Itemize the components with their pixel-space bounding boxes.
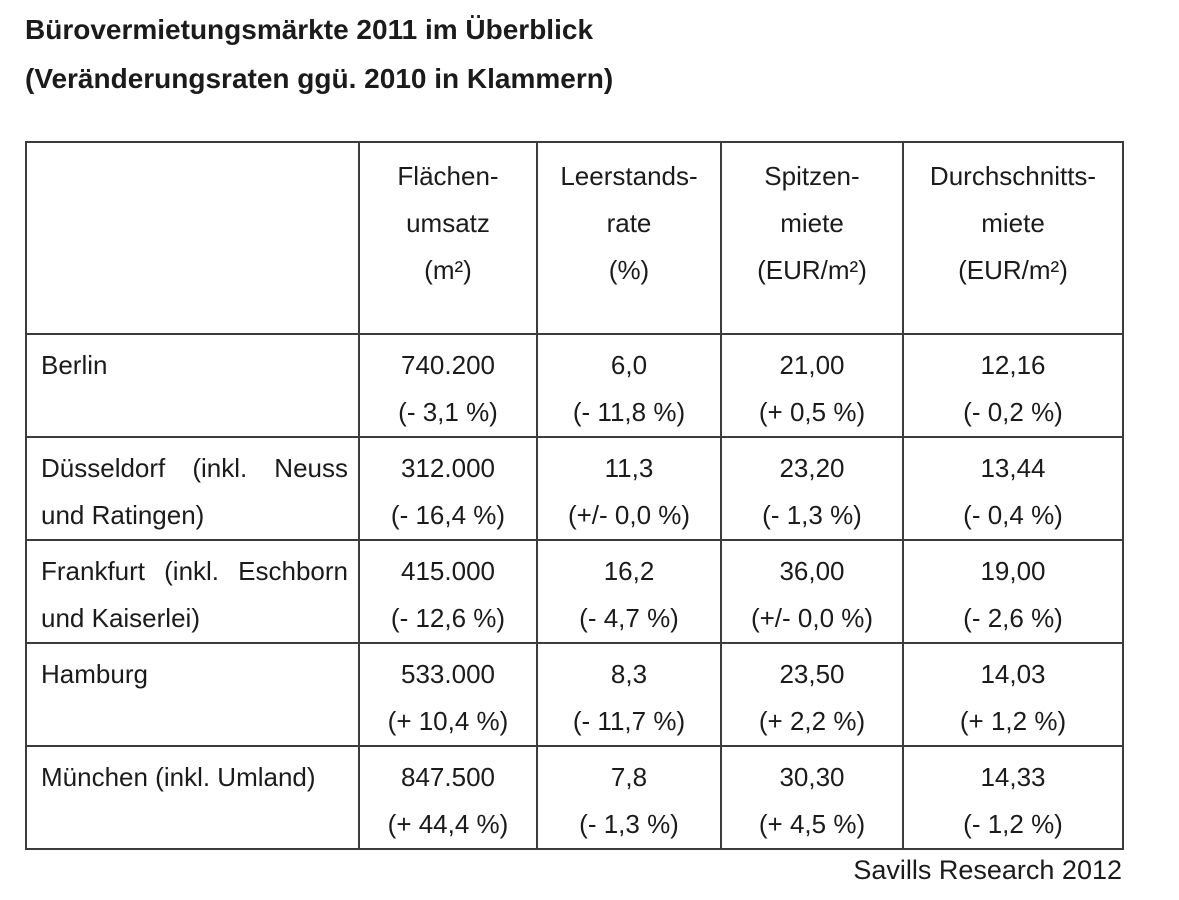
table-row-duesseldorf: Düsseldorf (inkl. Neuss und Ratingen) 31…	[25, 436, 1124, 541]
table-row-frankfurt: Frankfurt (inkl. Eschborn und Kaiserlei)…	[25, 539, 1124, 644]
cell-change: (- 2,6 %)	[963, 603, 1063, 633]
data-cell-leerstandsrate: 7,8 (- 1,3 %)	[536, 745, 722, 850]
cell-value: 8,3	[610, 659, 648, 689]
data-cell-flaechenumsatz: 533.000 (+ 10,4 %)	[358, 642, 538, 747]
header-spitzenmiete: Spitzen- miete (EUR/m²)	[720, 141, 904, 335]
data-cell-leerstandsrate: 8,3 (- 11,7 %)	[536, 642, 722, 747]
cell-value: 23,50	[779, 659, 845, 689]
data-cell-spitzenmiete: 23,50 (+ 2,2 %)	[720, 642, 904, 747]
data-cell-flaechenumsatz: 415.000 (- 12,6 %)	[358, 539, 538, 644]
header-line: rate	[606, 208, 652, 238]
table-body: Berlin 740.200 (- 3,1 %) 6,0 (- 11,8 %) …	[25, 333, 1124, 850]
cell-value: 21,00	[779, 350, 845, 380]
data-cell-durchschnittsmiete: 13,44 (- 0,4 %)	[902, 436, 1124, 541]
cell-value: 14,03	[980, 659, 1046, 689]
data-cell-durchschnittsmiete: 12,16 (- 0,2 %)	[902, 333, 1124, 438]
header-line: miete	[780, 208, 844, 238]
header-durchschnittsmiete: Durchschnitts- miete (EUR/m²)	[902, 141, 1124, 335]
data-cell-flaechenumsatz: 312.000 (- 16,4 %)	[358, 436, 538, 541]
table-row-hamburg: Hamburg 533.000 (+ 10,4 %) 8,3 (- 11,7 %…	[25, 642, 1124, 747]
cell-change: (- 1,2 %)	[963, 809, 1063, 839]
header-line: Spitzen-	[764, 161, 860, 191]
cell-change: (- 1,3 %)	[579, 809, 679, 839]
data-cell-leerstandsrate: 11,3 (+/- 0,0 %)	[536, 436, 722, 541]
city-cell: Frankfurt (inkl. Eschborn und Kaiserlei)	[25, 539, 360, 644]
cell-value: 19,00	[980, 556, 1046, 586]
data-cell-spitzenmiete: 21,00 (+ 0,5 %)	[720, 333, 904, 438]
cell-change: (- 11,8 %)	[572, 397, 686, 427]
cell-value: 13,44	[980, 453, 1046, 483]
data-cell-flaechenumsatz: 740.200 (- 3,1 %)	[358, 333, 538, 438]
cell-change: (+ 10,4 %)	[387, 706, 509, 736]
cell-value: 415.000	[401, 556, 495, 586]
cell-value: 533.000	[401, 659, 495, 689]
city-cell: Hamburg	[25, 642, 360, 747]
data-cell-leerstandsrate: 6,0 (- 11,8 %)	[536, 333, 722, 438]
table-header: Flächen- umsatz (m²) Leerstands- rate (%…	[25, 141, 1124, 335]
cell-change: (+ 0,5 %)	[758, 397, 866, 427]
data-cell-leerstandsrate: 16,2 (- 4,7 %)	[536, 539, 722, 644]
city-cell: München (inkl. Umland)	[25, 745, 360, 850]
cell-value: 14,33	[980, 762, 1046, 792]
header-unit: (EUR/m²)	[757, 255, 867, 285]
cell-value: 312.000	[401, 453, 495, 483]
data-cell-spitzenmiete: 23,20 (- 1,3 %)	[720, 436, 904, 541]
cell-value: 6,0	[610, 350, 648, 380]
header-flaechenumsatz: Flächen- umsatz (m²)	[358, 141, 538, 335]
cell-value: 11,3	[604, 453, 654, 483]
page-title: Bürovermietungsmärkte 2011 im Überblick	[25, 14, 594, 45]
cell-change: (- 3,1 %)	[398, 397, 498, 427]
table-row-muenchen: München (inkl. Umland) 847.500 (+ 44,4 %…	[25, 745, 1124, 850]
city-cell: Düsseldorf (inkl. Neuss und Ratingen)	[25, 436, 360, 541]
cell-change: (+/- 0,0 %)	[750, 603, 874, 633]
cell-change: (- 12,6 %)	[390, 603, 506, 633]
data-cell-spitzenmiete: 30,30 (+ 4,5 %)	[720, 745, 904, 850]
cell-change: (- 16,4 %)	[390, 500, 506, 530]
page-subtitle: (Veränderungsraten ggü. 2010 in Klammern…	[25, 63, 614, 94]
cell-change: (- 11,7 %)	[572, 706, 686, 736]
cell-change: (+ 44,4 %)	[387, 809, 509, 839]
cell-change: (- 0,4 %)	[963, 500, 1063, 530]
header-line: Flächen-	[397, 161, 499, 191]
cell-value: 36,00	[779, 556, 845, 586]
cell-value: 12,16	[980, 350, 1046, 380]
cell-value: 7,8	[610, 762, 648, 792]
cell-change: (+/- 0,0 %)	[567, 500, 691, 530]
header-leerstandsrate: Leerstands- rate (%)	[536, 141, 722, 335]
header-unit: (EUR/m²)	[958, 255, 1068, 285]
cell-change: (+ 4,5 %)	[758, 809, 866, 839]
header-unit: (%)	[608, 255, 650, 285]
data-cell-durchschnittsmiete: 19,00 (- 2,6 %)	[902, 539, 1124, 644]
header-row: Flächen- umsatz (m²) Leerstands- rate (%…	[25, 141, 1124, 335]
cell-value: 30,30	[779, 762, 845, 792]
cell-change: (+ 2,2 %)	[758, 706, 866, 736]
city-cell: Berlin	[25, 333, 360, 438]
source-credit: Savills Research 2012	[853, 855, 1122, 885]
data-cell-flaechenumsatz: 847.500 (+ 44,4 %)	[358, 745, 538, 850]
cell-value: 16,2	[603, 556, 655, 586]
cell-value: 847.500	[401, 762, 495, 792]
data-cell-durchschnittsmiete: 14,33 (- 1,2 %)	[902, 745, 1124, 850]
cell-value: 740.200	[401, 350, 495, 380]
data-cell-spitzenmiete: 36,00 (+/- 0,0 %)	[720, 539, 904, 644]
cell-change: (- 4,7 %)	[579, 603, 679, 633]
header-line: miete	[981, 208, 1045, 238]
cell-change: (- 0,2 %)	[963, 397, 1063, 427]
header-corner-cell	[25, 141, 360, 335]
cell-change: (+ 1,2 %)	[959, 706, 1067, 736]
header-line: Leerstands-	[560, 161, 698, 191]
header-line: Durchschnitts-	[929, 161, 1097, 191]
header-line: umsatz	[406, 208, 490, 238]
data-cell-durchschnittsmiete: 14,03 (+ 1,2 %)	[902, 642, 1124, 747]
header-unit: (m²)	[424, 255, 472, 285]
office-market-table: Flächen- umsatz (m²) Leerstands- rate (%…	[25, 141, 1124, 850]
table-row-berlin: Berlin 740.200 (- 3,1 %) 6,0 (- 11,8 %) …	[25, 333, 1124, 438]
cell-value: 23,20	[779, 453, 845, 483]
cell-change: (- 1,3 %)	[762, 500, 862, 530]
